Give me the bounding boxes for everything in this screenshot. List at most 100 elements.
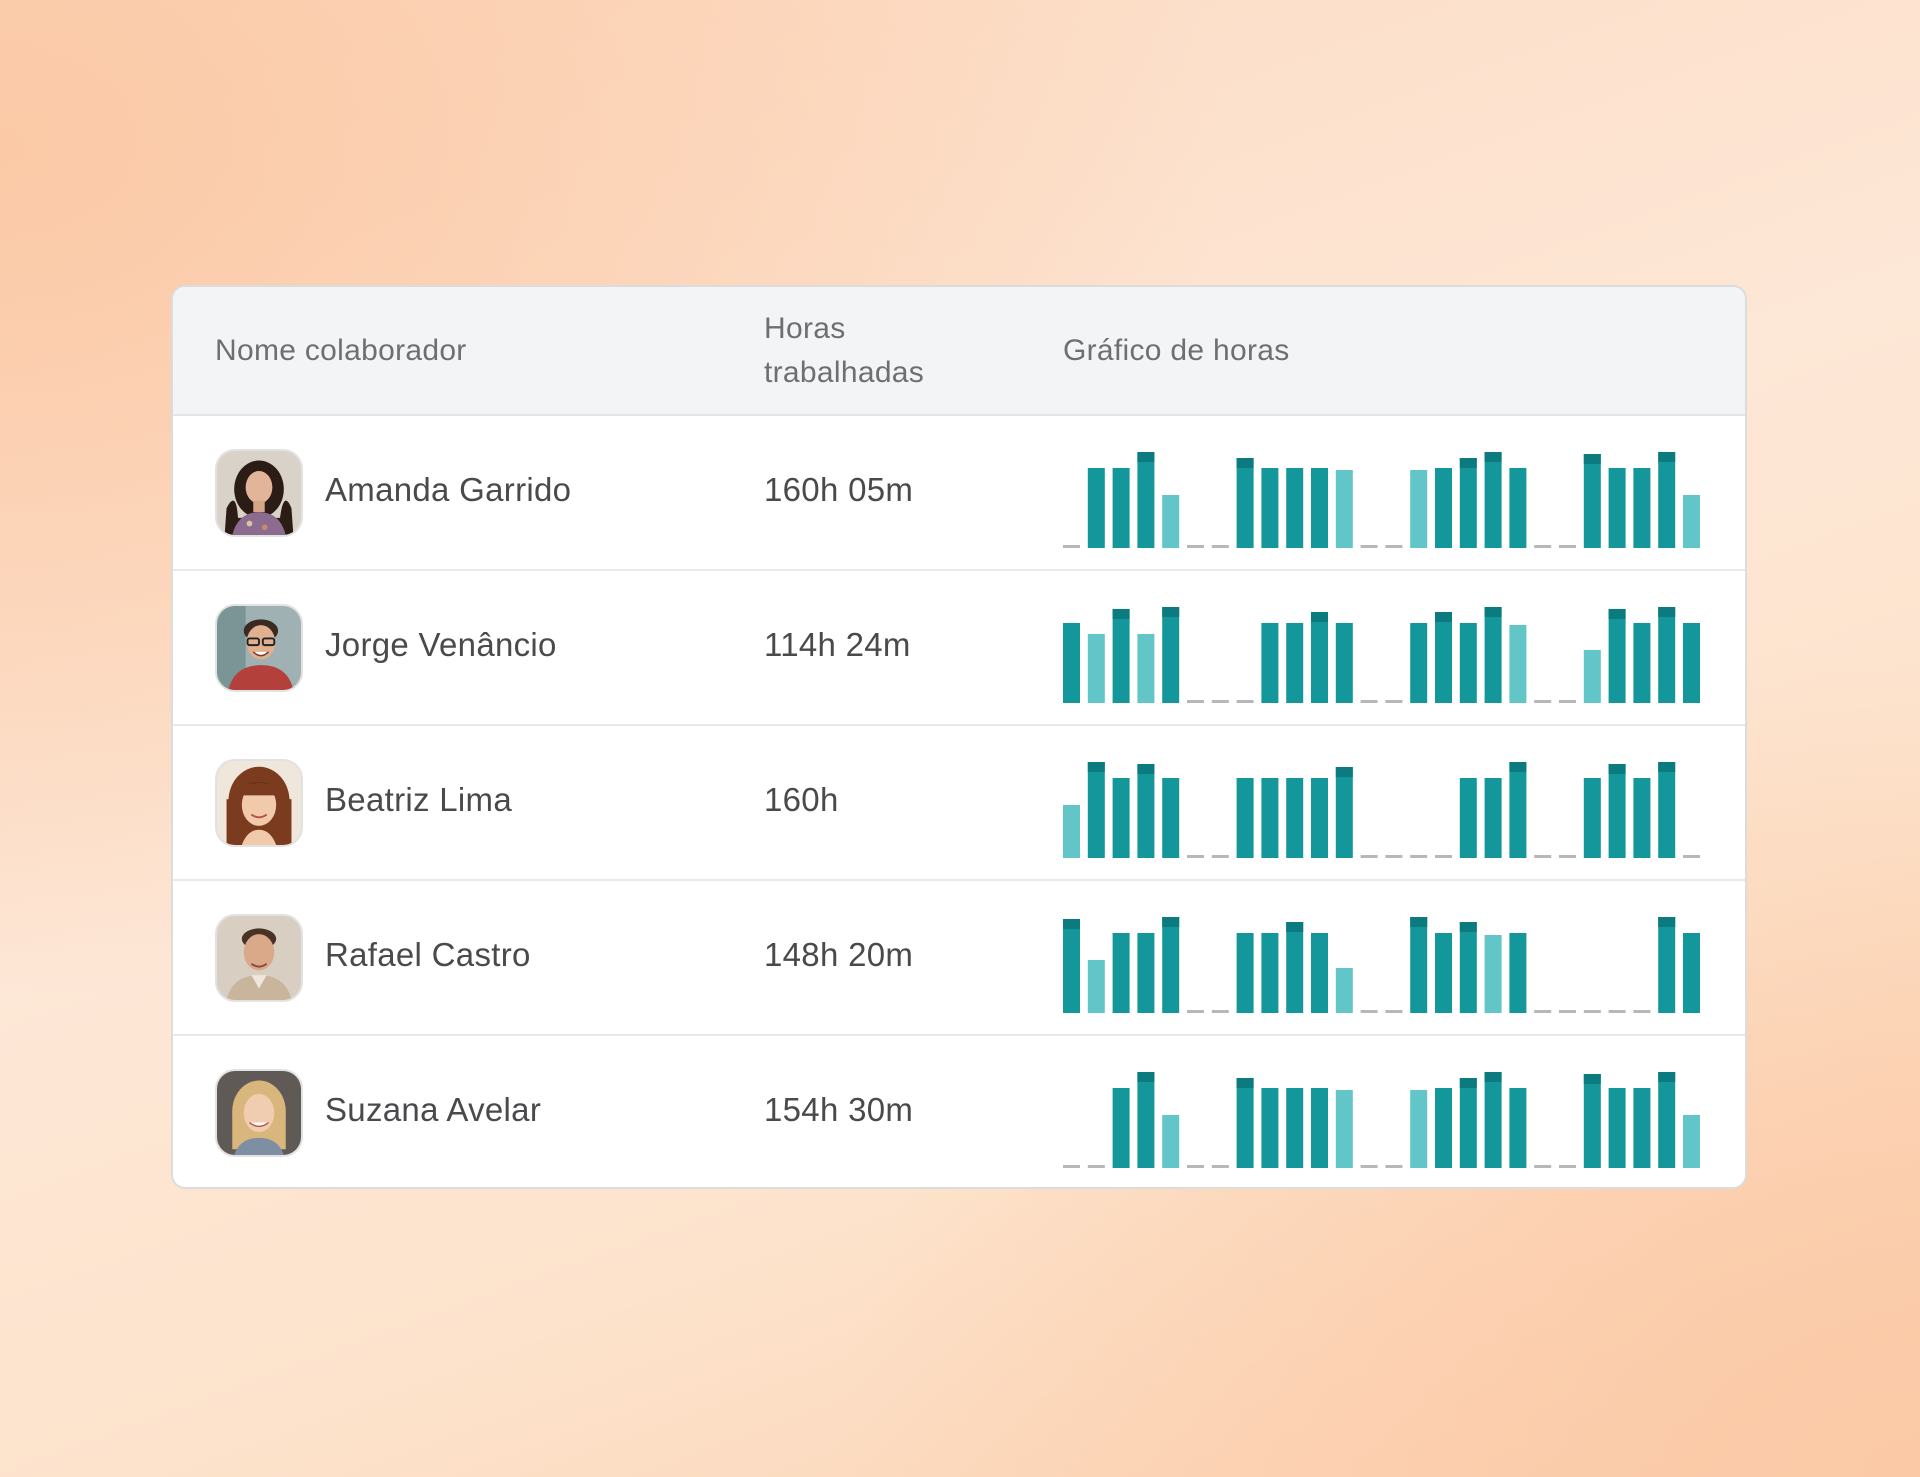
empty-day-mark: [1063, 1165, 1080, 1168]
hours-bar: [1484, 1072, 1502, 1168]
table-row[interactable]: Suzana Avelar 154h 30m: [173, 1036, 1745, 1187]
hours-bar: [1484, 452, 1502, 548]
hours-bar: [1658, 607, 1676, 703]
column-header-hours[interactable]: Horas trabalhadas: [764, 312, 925, 389]
hours-bar: [1633, 623, 1651, 703]
empty-day-mark: [1087, 1165, 1105, 1168]
table-row[interactable]: Rafael Castro 148h 20m: [173, 881, 1745, 1036]
hours-bar: [1236, 778, 1254, 858]
hours-bar: [1608, 764, 1626, 858]
hours-bar: [1087, 960, 1105, 1013]
table-row[interactable]: Beatriz Lima 160h: [173, 726, 1745, 881]
hours-bar: [1658, 762, 1676, 858]
hours-bar: [1608, 609, 1626, 703]
hours-bar: [1286, 468, 1304, 548]
avatar: [215, 759, 303, 847]
hours-bar: [1583, 650, 1601, 703]
overtime-cap: [1608, 764, 1626, 774]
hours-bar: [1236, 458, 1254, 548]
overtime-cap: [1459, 922, 1477, 932]
hours-bar: [1435, 1088, 1452, 1168]
hours-bar: [1112, 468, 1130, 548]
empty-day-mark: [1360, 1010, 1378, 1013]
hours-bar: [1658, 917, 1676, 1013]
empty-day-mark: [1559, 855, 1576, 858]
overtime-cap: [1236, 458, 1254, 468]
hours-bar: [1261, 468, 1279, 548]
hours-bar: [1410, 1090, 1428, 1168]
hours-bar: [1087, 634, 1105, 703]
hours-bar: [1459, 458, 1477, 548]
overtime-cap: [1435, 612, 1452, 622]
hours-bar: [1509, 933, 1527, 1013]
hours-worked: 114h 24m: [764, 626, 911, 663]
hours-bar: [1311, 468, 1328, 548]
hours-bar: [1137, 634, 1155, 703]
hours-bar: [1633, 468, 1651, 548]
column-header-chart[interactable]: Gráfico de horas: [1063, 334, 1290, 367]
empty-day-mark: [1385, 1010, 1403, 1013]
empty-day-mark: [1187, 1165, 1204, 1168]
hours-bar: [1261, 1088, 1279, 1168]
employee-name: Amanda Garrido: [325, 471, 572, 508]
hours-worked: 154h 30m: [764, 1091, 914, 1128]
hours-bar: [1583, 778, 1601, 858]
overtime-cap: [1063, 919, 1080, 929]
empty-day-mark: [1211, 855, 1229, 858]
employee-name: Suzana Avelar: [325, 1091, 542, 1128]
empty-day-mark: [1534, 700, 1552, 703]
hours-bar: [1162, 917, 1180, 1013]
overtime-cap: [1311, 612, 1328, 622]
avatar: [215, 1069, 303, 1157]
hours-bar: [1658, 452, 1676, 548]
hours-bar: [1087, 468, 1105, 548]
avatar-suzana-icon: [217, 1071, 301, 1155]
hours-chart: [1063, 452, 1700, 548]
hours-bar: [1335, 623, 1353, 703]
overtime-cap: [1335, 767, 1353, 777]
empty-day-mark: [1633, 1010, 1651, 1013]
hours-bar: [1335, 1090, 1353, 1168]
empty-day-mark: [1385, 855, 1403, 858]
empty-day-mark: [1211, 700, 1229, 703]
hours-worked: 160h: [764, 781, 839, 818]
overtime-cap: [1162, 607, 1180, 617]
empty-day-mark: [1559, 700, 1576, 703]
hours-bar: [1162, 607, 1180, 703]
hours-bar: [1063, 805, 1080, 858]
empty-day-mark: [1534, 855, 1552, 858]
overtime-cap: [1583, 454, 1601, 464]
empty-day-mark: [1187, 855, 1204, 858]
empty-day-mark: [1360, 1165, 1378, 1168]
empty-day-mark: [1410, 855, 1428, 858]
hours-bar: [1137, 764, 1155, 858]
column-header-name[interactable]: Nome colaborador: [215, 334, 467, 367]
empty-day-mark: [1385, 700, 1403, 703]
empty-day-mark: [1211, 1165, 1229, 1168]
hours-worked: 148h 20m: [764, 936, 914, 973]
hours-bar: [1236, 933, 1254, 1013]
hours-bar: [1137, 452, 1155, 548]
empty-day-mark: [1608, 1010, 1626, 1013]
hours-bar: [1459, 778, 1477, 858]
hours-bar: [1335, 968, 1353, 1013]
hours-bar: [1633, 1088, 1651, 1168]
hours-bar: [1112, 933, 1130, 1013]
overtime-cap: [1583, 1074, 1601, 1084]
employee-name: Rafael Castro: [325, 936, 531, 973]
avatar-amanda-icon: [217, 451, 301, 535]
table-row[interactable]: Jorge Venâncio 114h 24m: [173, 571, 1745, 726]
hours-bar: [1261, 933, 1279, 1013]
hours-bar: [1162, 495, 1180, 548]
hours-bar: [1410, 623, 1428, 703]
hours-bar: [1286, 922, 1304, 1013]
hours-bar: [1063, 919, 1080, 1013]
hours-bar: [1683, 495, 1700, 548]
overtime-cap: [1137, 452, 1155, 462]
table-row[interactable]: Amanda Garrido 160h 05m: [173, 416, 1745, 571]
overtime-cap: [1286, 922, 1304, 932]
empty-day-mark: [1385, 1165, 1403, 1168]
overtime-cap: [1459, 458, 1477, 468]
hours-bar: [1286, 623, 1304, 703]
avatar-jorge-icon: [217, 606, 301, 690]
